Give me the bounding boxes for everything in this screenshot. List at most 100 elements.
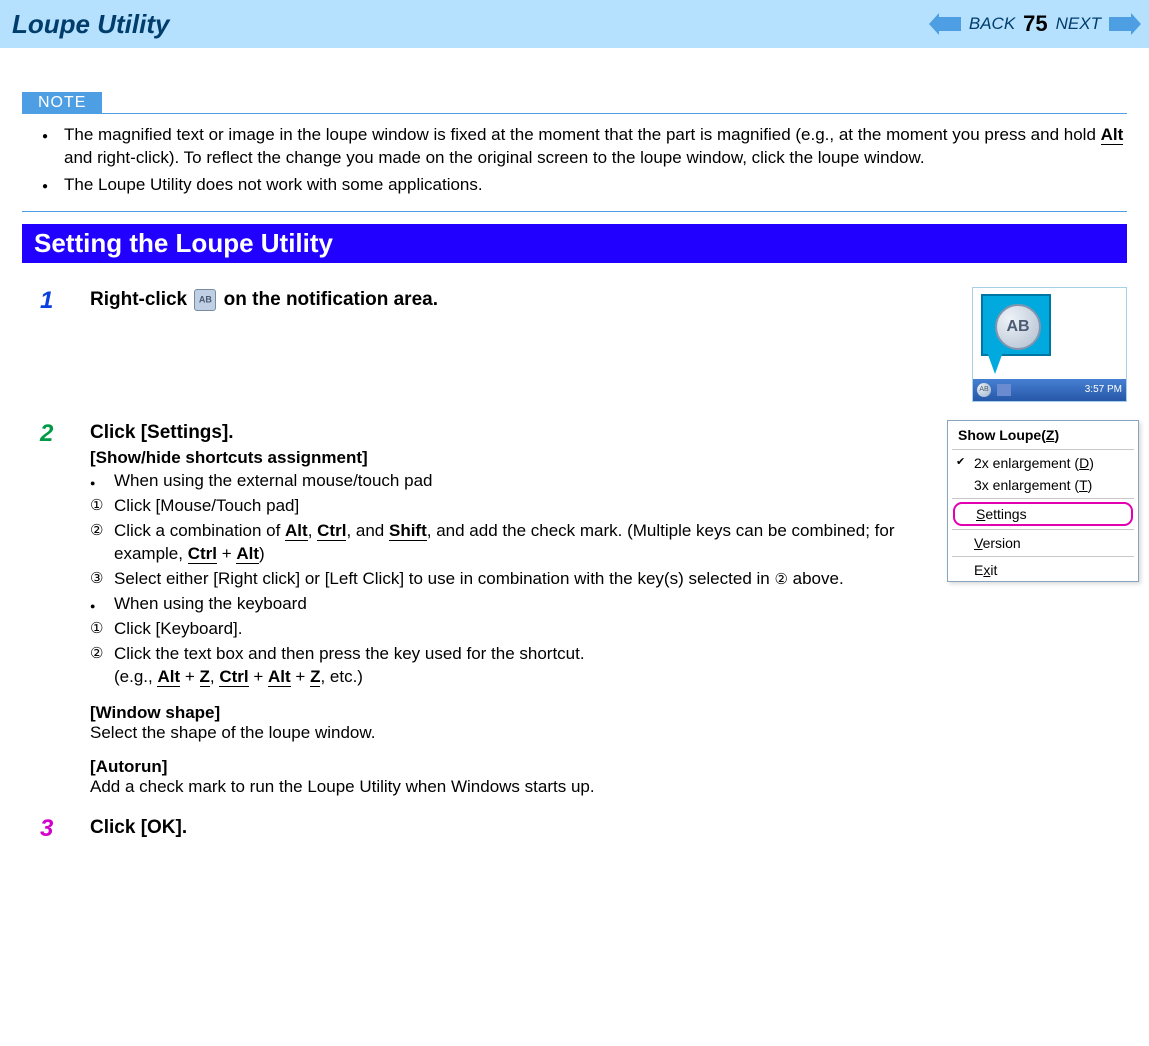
menu-2x-u: D: [1079, 455, 1089, 471]
step-2: 2 Click [Settings]. [Show/hide shortcuts…: [22, 420, 1127, 797]
menu-2x-pre: 2x enlargement (: [974, 455, 1079, 471]
menu-3x-post: ): [1088, 477, 1093, 493]
autorun-section: [Autorun] Add a check mark to run the Lo…: [90, 757, 935, 797]
menu-item-3x[interactable]: 3x enlargement (T): [948, 474, 1138, 496]
content: NOTE The magnified text or image in the …: [0, 48, 1149, 885]
s2-ca: Click [Keyboard].: [90, 618, 935, 641]
loupe-orb-icon: AB: [995, 304, 1041, 350]
autorun-text: Add a check mark to run the Loupe Utilit…: [90, 777, 935, 797]
menu-exit-pre: E: [974, 562, 983, 578]
tooltip-bubble: AB: [981, 294, 1051, 356]
menu-item-2x[interactable]: 2x enlargement (D): [948, 452, 1138, 474]
step-3-title: Click [OK].: [90, 815, 1127, 842]
step-1: 1 Right-click on the notification area. …: [22, 287, 1127, 402]
page-number: 75: [1023, 11, 1047, 37]
step-1-post: on the notification area.: [218, 289, 438, 310]
menu-item-version[interactable]: Version: [948, 532, 1138, 554]
menu-settings-u: S: [976, 506, 985, 522]
back-button[interactable]: BACK: [969, 14, 1015, 34]
s2-c2-pre: Click a combination of: [114, 521, 285, 540]
menu-separator: [952, 449, 1134, 450]
s2-cb-p1: +: [180, 667, 199, 686]
alt-key: Alt: [236, 544, 259, 564]
alt-key: Alt: [1101, 125, 1124, 145]
s2-c2-sep1: ,: [308, 521, 317, 540]
s2-c1: Click [Mouse/Touch pad]: [90, 495, 935, 518]
step-1-pre: Right-click: [90, 289, 192, 310]
s2-cb-p3: +: [291, 667, 310, 686]
s2-c2-sep2: , and: [346, 521, 389, 540]
section-heading: Setting the Loupe Utility: [22, 224, 1127, 263]
next-button[interactable]: NEXT: [1056, 14, 1101, 34]
note-item-2: The Loupe Utility does not work with som…: [42, 174, 1127, 197]
s2-c3-pre: Select either [Right click] or [Left Cli…: [114, 569, 774, 588]
shift-key: Shift: [389, 521, 427, 541]
step-2-sub-shortcuts: [Show/hide shortcuts assignment]: [90, 448, 935, 468]
step-1-number: 1: [22, 287, 90, 315]
menu-exit-post: it: [990, 562, 997, 578]
menu-item-settings[interactable]: Settings: [953, 502, 1133, 526]
note-label: NOTE: [22, 92, 102, 114]
s2-c3-post: above.: [788, 569, 844, 588]
s2-c2: Click a combination of Alt, Ctrl, and Sh…: [90, 520, 935, 566]
context-menu-mock: Show Loupe(Z) 2x enlargement (D) 3x enla…: [947, 420, 1127, 582]
step-3: 3 Click [OK].: [22, 815, 1127, 843]
alt-key: Alt: [268, 667, 291, 687]
tray-misc-icon[interactable]: [997, 384, 1011, 396]
tooltip-tail-icon: [987, 352, 1003, 374]
s2-c2-plus: +: [217, 544, 236, 563]
z-key: Z: [200, 667, 210, 687]
window-shape-text: Select the shape of the loupe window.: [90, 723, 935, 743]
header: Loupe Utility BACK 75 NEXT: [0, 0, 1149, 48]
step-2-number: 2: [22, 420, 90, 448]
menu-settings-post: ettings: [985, 506, 1026, 522]
menu-separator: [952, 529, 1134, 530]
ctrl-key: Ctrl: [317, 521, 346, 541]
note-bottom-rule: [22, 211, 1127, 212]
window-shape-section: [Window shape] Select the shape of the l…: [90, 703, 935, 743]
s2-cb-sep: ,: [210, 667, 219, 686]
step-2-title: Click [Settings].: [90, 420, 935, 447]
menu-title-pre: Show Loupe(: [958, 427, 1046, 443]
s2-cb: Click the text box and then press the ke…: [90, 643, 935, 689]
menu-2x-post: ): [1089, 455, 1094, 471]
note1-text-post: and right-click). To reflect the change …: [64, 148, 925, 167]
s2-c2-end: ): [259, 544, 265, 563]
menu-item-exit[interactable]: Exit: [948, 559, 1138, 581]
s2-cb-pre2: (e.g.,: [114, 667, 157, 686]
note-list: The magnified text or image in the loupe…: [22, 114, 1127, 211]
step-3-number: 3: [22, 815, 90, 843]
back-arrow-icon[interactable]: [929, 13, 961, 35]
z-key: Z: [310, 667, 320, 687]
taskbar: AB 3:57 PM: [973, 379, 1126, 401]
menu-title-post: ): [1054, 427, 1059, 443]
alt-key: Alt: [157, 667, 180, 687]
circled-2-icon: ②: [774, 571, 787, 588]
tray-loupe-icon[interactable]: AB: [977, 383, 991, 397]
ctrl-key: Ctrl: [219, 667, 248, 687]
s2-cb-p2: +: [249, 667, 268, 686]
ctrl-key: Ctrl: [188, 544, 217, 564]
menu-separator: [952, 556, 1134, 557]
page-title: Loupe Utility: [12, 9, 169, 40]
menu-separator: [952, 498, 1134, 499]
menu-version-post: ersion: [983, 535, 1021, 551]
note1-text-pre: The magnified text or image in the loupe…: [64, 125, 1101, 144]
menu-version-u: V: [974, 535, 983, 551]
s2-bullet-keyboard: When using the keyboard: [90, 593, 935, 616]
s2-c3: Select either [Right click] or [Left Cli…: [90, 568, 935, 591]
step-2-sub-autorun: [Autorun]: [90, 757, 935, 777]
s2-cb-line1: Click the text box and then press the ke…: [114, 644, 585, 663]
s2-cb-end: , etc.): [320, 667, 363, 686]
next-arrow-icon[interactable]: [1109, 13, 1141, 35]
step-2-list: When using the external mouse/touch pad …: [90, 470, 935, 688]
taskbar-clock: 3:57 PM: [1085, 384, 1122, 395]
page-nav: BACK 75 NEXT: [929, 11, 1141, 37]
step-2-sub-window-shape: [Window shape]: [90, 703, 935, 723]
loupe-tray-icon: [194, 289, 216, 311]
alt-key: Alt: [285, 521, 308, 541]
menu-title[interactable]: Show Loupe(Z): [948, 421, 1138, 447]
menu-3x-pre: 3x enlargement (: [974, 477, 1079, 493]
menu-3x-u: T: [1079, 477, 1088, 493]
step-1-title: Right-click on the notification area.: [90, 289, 438, 310]
